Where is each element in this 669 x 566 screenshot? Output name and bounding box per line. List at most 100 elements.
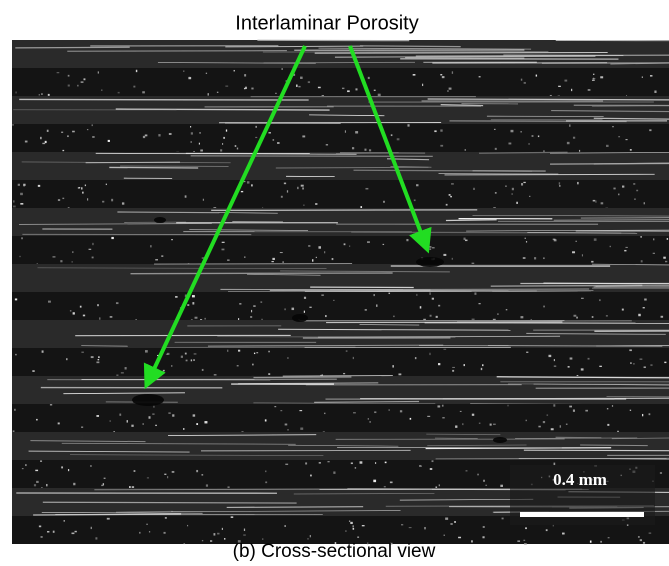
texture-mark: [309, 307, 311, 308]
texture-mark: [116, 375, 118, 376]
texture-mark: [465, 149, 466, 151]
texture-mark: [569, 406, 572, 408]
texture-mark: [222, 249, 225, 251]
texture-mark: [21, 237, 23, 239]
texture-mark: [68, 85, 70, 87]
texture-mark: [326, 322, 562, 323]
texture-mark: [524, 450, 669, 451]
texture-mark: [47, 531, 49, 532]
texture-mark: [629, 349, 632, 351]
texture-mark: [304, 297, 306, 299]
texture-mark: [362, 525, 365, 526]
texture-mark: [420, 306, 422, 308]
texture-mark: [298, 86, 300, 87]
texture-mark: [164, 474, 166, 475]
texture-mark: [98, 71, 99, 73]
texture-mark: [661, 316, 664, 318]
texture-mark: [577, 182, 579, 184]
texture-mark: [300, 428, 303, 430]
texture-mark: [111, 237, 113, 239]
texture-mark: [427, 416, 430, 417]
texture-mark: [511, 194, 513, 195]
texture-mark: [579, 150, 580, 152]
texture-mark: [485, 485, 487, 486]
texture-mark: [62, 150, 64, 151]
texture-mark: [72, 131, 75, 133]
texture-mark: [422, 84, 423, 86]
texture-mark: [610, 246, 611, 247]
texture-mark: [12, 348, 669, 376]
texture-mark: [292, 314, 308, 322]
texture-mark: [16, 92, 17, 94]
texture-mark: [554, 463, 556, 465]
texture-mark: [520, 316, 523, 318]
texture-mark: [410, 418, 412, 420]
texture-mark: [593, 200, 595, 202]
texture-mark: [398, 373, 401, 375]
texture-mark: [520, 131, 522, 132]
texture-mark: [644, 202, 645, 204]
texture-mark: [201, 474, 203, 476]
texture-mark: [452, 367, 455, 368]
texture-mark: [163, 370, 165, 371]
texture-mark: [494, 129, 496, 130]
texture-mark: [104, 478, 106, 479]
texture-mark: [325, 315, 327, 317]
texture-mark: [191, 359, 192, 361]
texture-mark: [20, 193, 23, 195]
texture-mark: [287, 190, 288, 192]
texture-mark: [206, 484, 208, 486]
caption: (b) Cross-sectional view: [233, 541, 436, 562]
texture-mark: [439, 484, 440, 486]
texture-mark: [45, 141, 47, 143]
texture-mark: [172, 471, 175, 473]
texture-mark: [276, 167, 429, 168]
annotation-label: Interlaminar Porosity: [235, 12, 418, 34]
texture-mark: [477, 474, 478, 476]
texture-mark: [46, 484, 47, 486]
texture-mark: [81, 187, 82, 189]
texture-mark: [52, 256, 55, 257]
texture-mark: [660, 472, 662, 473]
texture-mark: [203, 199, 204, 201]
texture-mark: [521, 183, 523, 185]
texture-mark: [573, 315, 576, 317]
texture-mark: [214, 374, 217, 375]
texture-mark: [110, 316, 113, 318]
texture-mark: [318, 87, 321, 88]
texture-mark: [350, 522, 352, 524]
texture-mark: [307, 538, 308, 540]
texture-mark: [376, 304, 377, 306]
texture-mark: [630, 410, 631, 411]
texture-mark: [192, 295, 195, 297]
texture-mark: [34, 484, 36, 486]
texture-mark: [538, 426, 540, 428]
texture-mark: [97, 304, 98, 306]
texture-mark: [352, 525, 354, 527]
texture-mark: [308, 245, 310, 246]
texture-mark: [92, 136, 94, 137]
texture-mark: [132, 486, 134, 487]
texture-mark: [285, 464, 288, 465]
texture-mark: [554, 239, 557, 241]
texture-mark: [450, 523, 452, 525]
texture-mark: [41, 93, 42, 95]
texture-mark: [346, 350, 348, 351]
texture-mark: [524, 82, 526, 84]
texture-mark: [460, 411, 462, 412]
texture-mark: [50, 404, 52, 405]
scale-bar-label: 0.4 mm: [553, 470, 607, 489]
texture-mark: [568, 366, 570, 367]
texture-mark: [256, 352, 258, 353]
texture-mark: [282, 261, 284, 262]
texture-mark: [15, 47, 129, 48]
texture-mark: [472, 414, 474, 416]
texture-mark: [525, 527, 527, 529]
texture-mark: [521, 79, 522, 81]
texture-mark: [564, 80, 567, 82]
texture-mark: [251, 310, 252, 312]
texture-mark: [571, 89, 572, 91]
texture-mark: [442, 417, 444, 418]
texture-mark: [183, 71, 184, 72]
scale-bar: [520, 512, 644, 517]
